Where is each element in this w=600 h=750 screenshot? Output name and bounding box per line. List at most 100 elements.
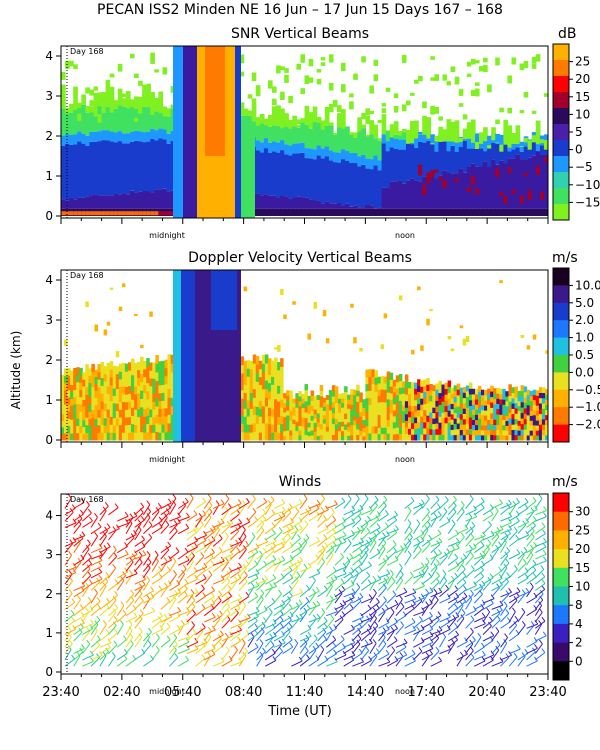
doppler-cell — [118, 394, 123, 403]
wind-barb-flag — [420, 529, 425, 535]
doppler-cell — [420, 398, 424, 405]
wind-barb — [500, 576, 511, 585]
wind-barb — [534, 593, 544, 604]
snr-cell — [272, 125, 277, 142]
doppler-cell — [271, 416, 275, 425]
wind-barb-flag — [278, 526, 283, 532]
wind-barb-flag — [400, 602, 405, 608]
wind-barb — [99, 607, 110, 617]
doppler-cell — [334, 418, 339, 425]
wind-barb — [265, 585, 277, 591]
wind-barb-flag — [368, 638, 373, 644]
wind-barb-flag — [139, 596, 144, 602]
wind-barb-flag — [532, 572, 537, 578]
snr-cell — [515, 125, 521, 144]
doppler-cell — [541, 392, 546, 399]
wind-barb — [491, 631, 500, 642]
wind-barb-flag — [481, 599, 486, 605]
snr-cell — [300, 118, 306, 123]
wind-barb — [534, 624, 543, 635]
wind-barb-flag — [385, 649, 390, 655]
wind-barb — [430, 514, 442, 522]
wind-barb-flag — [130, 533, 135, 538]
wind-barb-flag — [191, 596, 196, 601]
doppler-cell — [73, 396, 77, 405]
wind-barb-flag — [383, 495, 388, 501]
snr-cell — [117, 88, 123, 106]
wind-barb-flag — [523, 546, 528, 552]
doppler-cell — [268, 358, 272, 367]
wind-barb — [186, 625, 195, 635]
snr-cell — [101, 195, 107, 209]
wind-barb-flag — [355, 494, 360, 500]
doppler-cell — [420, 345, 424, 351]
wind-barb-flag — [77, 557, 82, 563]
wind-barb — [526, 660, 538, 667]
doppler-cell — [325, 338, 330, 344]
wind-barb-flag — [421, 607, 426, 612]
doppler-cell — [128, 362, 132, 371]
wind-barb — [343, 561, 351, 572]
wind-barb-flag — [407, 519, 412, 524]
wind-barb-flag — [334, 607, 338, 612]
doppler-cell — [435, 428, 439, 435]
doppler-cell — [149, 370, 153, 379]
wind-barb — [117, 546, 128, 554]
wind-barb — [212, 522, 225, 528]
wind-barb-flag — [172, 500, 177, 505]
doppler-cell — [280, 407, 284, 416]
snr-cell — [239, 71, 245, 77]
wind-barb — [378, 499, 388, 509]
snr-cell — [316, 78, 322, 85]
doppler-cell — [374, 405, 378, 413]
doppler-cell — [292, 398, 296, 404]
doppler-cell — [100, 424, 105, 433]
wind-barb — [230, 633, 241, 642]
doppler-cell — [350, 399, 354, 405]
wind-barb — [421, 635, 434, 642]
wind-barb-flag — [312, 588, 316, 594]
doppler-cell — [444, 405, 448, 412]
doppler-cell — [255, 364, 260, 374]
snr-cell — [105, 87, 111, 107]
wind-barb — [465, 525, 476, 535]
snr-cell — [410, 120, 415, 143]
wind-barb — [195, 517, 203, 528]
snr-cell — [138, 191, 143, 209]
wind-barb-flag — [67, 632, 72, 638]
wind-barb — [378, 536, 386, 547]
doppler-cell — [298, 435, 302, 441]
snr-cell — [328, 203, 334, 209]
colorbar-swatch — [553, 140, 569, 157]
wind-barb — [465, 530, 474, 541]
wind-barb-flag — [263, 497, 268, 503]
wind-barb — [273, 607, 284, 617]
snr-cell — [401, 149, 407, 184]
snr-cell — [69, 108, 74, 113]
wind-barb — [64, 628, 76, 636]
wind-barb — [360, 617, 373, 623]
winds-colorbar-unit: m/s — [552, 474, 578, 490]
snr-storm-edge — [241, 130, 255, 218]
snr-cell — [361, 164, 366, 208]
wind-barb — [386, 603, 399, 610]
doppler-cell — [392, 397, 397, 405]
wind-barb — [186, 540, 198, 547]
wind-barb-flag — [287, 532, 292, 538]
wind-barb — [73, 542, 81, 553]
wind-barb-flag — [114, 603, 119, 609]
doppler-cell — [353, 389, 357, 396]
wind-barb-flag — [260, 627, 265, 633]
snr-cell — [539, 208, 545, 216]
doppler-cell — [94, 397, 98, 406]
colorbar-tick-label: −0.5 — [575, 383, 600, 397]
wind-barb-flag — [138, 627, 143, 632]
wind-barb-flag — [172, 556, 177, 562]
doppler-cell — [493, 414, 497, 420]
doppler-cell — [146, 382, 150, 392]
wind-barb — [491, 530, 501, 541]
doppler-cell — [103, 380, 108, 389]
doppler-cell — [246, 424, 251, 433]
wind-barb — [378, 622, 390, 629]
wind-barb-flag — [355, 569, 359, 575]
